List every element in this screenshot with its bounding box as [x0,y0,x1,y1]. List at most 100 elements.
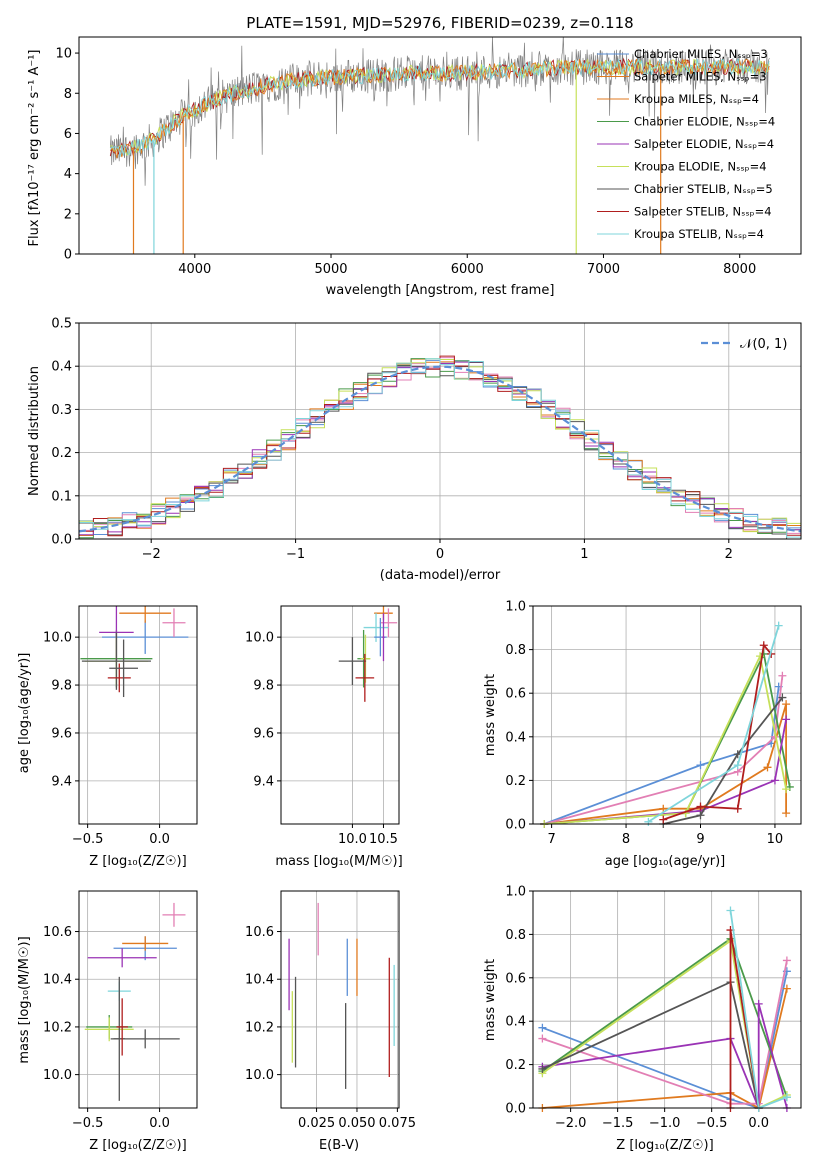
axes-frame [532,605,802,825]
weight-point-marker [782,715,791,724]
x-tick-label: 0.075 [379,1116,416,1131]
y-tick-label: 6 [64,127,72,142]
legend-label: Chabrier ELODIE, Nₛₛₚ=4 [634,115,775,129]
y-tick-label: 0.3 [51,403,72,418]
mass-vs-EBV-panel: E(B-V) 0.025 0.050 0.075 10.0 10.2 10.4 10.6 [245,890,416,1153]
weight-vs-age-xlabel: age [log₁₀(age/yr)] [605,854,726,869]
y-tick-label: 0.6 [505,971,526,986]
weight-point-marker [538,1023,547,1032]
spectrum-model-line [110,58,770,156]
y-tick-label: 1.0 [505,885,526,900]
spectrum-xlabel: wavelength [Angstrom, rest frame] [326,283,555,298]
y-tick-label: 10.0 [43,631,72,646]
x-tick-label: 10 [767,832,784,847]
legend-label: Chabrier MILES, Nₛₛₚ=3 [634,47,768,61]
spectrum-panel: PLATE=1591, MJD=52976, FIBERID=0239, z=0… [27,14,802,298]
weight-point-marker [659,815,668,824]
y-tick-label: 10.2 [245,1020,274,1035]
age-vs-mass-panel: mass [log₁₀(M/M☉)] 10.0 10.59.49.69.810.0 [245,605,403,869]
weight-point-marker [782,956,791,965]
weight-point-marker [754,999,763,1008]
mass-vs-Z-xlabel: Z [log₁₀(Z/Z☉)] [89,1138,186,1153]
legend-label: Chabrier STELIB, Nₛₛₚ=5 [634,182,773,196]
x-tick-label: 0 [436,547,444,562]
x-tick-label: −0.5 [696,1116,728,1131]
y-tick-label: 0.0 [51,533,72,548]
y-tick-label: 0.4 [51,360,72,375]
weight-point-marker [733,761,742,770]
residuals-panel: (data-model)/error Normed distribution 𝒩… [27,317,802,583]
y-tick-label: 0.8 [505,643,526,658]
x-tick-label: 0.0 [748,1116,769,1131]
legend-label: Kroupa ELODIE, Nₛₛₚ=4 [634,160,767,174]
y-tick-label: 0.0 [505,818,526,833]
weight-point-marker [696,802,705,811]
y-tick-label: 10.4 [245,973,274,988]
weight-point-marker [782,785,791,794]
y-tick-label: 9.4 [51,774,72,789]
y-tick-label: 8 [64,87,72,102]
x-tick-label: 10.5 [369,832,398,847]
y-tick-label: 0.4 [505,1015,526,1030]
y-tick-label: 10 [55,47,72,62]
axes-frame [280,605,400,825]
legend-label: Salpeter ELODIE, Nₛₛₚ=4 [634,137,774,151]
residuals-legend-label: 𝒩(0, 1) [740,337,787,352]
age-vs-Z-panel: Z [log₁₀(Z/Z☉)] age [log₁₀(age/yr)] −0.5… [17,605,198,869]
x-tick-label: 0.050 [338,1116,375,1131]
y-tick-label: 0.2 [505,1058,526,1073]
y-tick-label: 0.2 [51,446,72,461]
x-tick-label: 6000 [451,262,484,277]
weight-point-marker [759,641,768,650]
weight-series-line [543,675,784,825]
legend-label: Kroupa MILES, Nₛₛₚ=4 [634,92,759,106]
normal-curve [78,365,802,533]
weight-series-line [542,980,760,1109]
x-tick-label: −2 [142,547,161,562]
legend-label: Salpeter STELIB, Nₛₛₚ=4 [634,205,772,219]
y-tick-label: 0.2 [505,774,526,789]
weight-point-marker [733,804,742,813]
weight-point-marker [778,693,787,702]
y-tick-label: 1.0 [505,600,526,615]
weight-point-marker [782,700,791,709]
x-tick-label: −2.0 [555,1116,587,1131]
x-tick-label: 7000 [587,262,620,277]
y-tick-label: 0.1 [51,489,72,504]
axes-frame [78,36,802,255]
y-tick-label: 10.0 [245,1068,274,1083]
weight-point-marker [774,621,783,630]
weight-point-marker [782,809,791,818]
x-tick-label: 0.025 [298,1116,335,1131]
y-tick-label: 10.0 [43,1068,72,1083]
axes-frame [78,890,198,1109]
age-vs-Z-xlabel: Z [log₁₀(Z/Z☉)] [89,854,186,869]
weight-point-marker [538,1034,547,1043]
weight-vs-age-ylabel: mass weight [483,674,498,756]
x-tick-label: 0.0 [149,1116,170,1131]
y-tick-label: 9.4 [253,774,274,789]
axes-frame [78,322,802,540]
weight-series-line [543,686,780,825]
weight-series-line [663,697,784,825]
mass-vs-Z-panel: Z [log₁₀(Z/Z☉)] mass [log₁₀(M/M☉)] −0.5 0… [17,890,198,1153]
weight-point-marker [696,811,705,820]
x-tick-label: −1 [286,547,305,562]
histogram-series [79,358,801,538]
residuals-xlabel: (data-model)/error [380,568,501,583]
y-tick-label: 0.8 [505,928,526,943]
y-tick-label: 4 [64,167,72,182]
weight-point-marker [778,671,787,680]
weight-point-marker [763,763,772,772]
y-tick-label: 0.4 [505,730,526,745]
residuals-ylabel: Normed distribution [27,366,42,496]
y-tick-label: 0.5 [51,317,72,332]
x-tick-label: −0.5 [72,832,104,847]
weight-point-marker [696,761,705,770]
y-tick-label: 10.6 [43,925,72,940]
x-tick-label: 1 [580,547,588,562]
x-tick-label: 7 [547,832,555,847]
spectrum-ylabel: Flux [fλ10⁻¹⁷ erg cm⁻² s⁻¹ A⁻¹] [27,50,42,247]
weight-series-line [542,988,788,1110]
x-tick-label: 8 [622,832,630,847]
